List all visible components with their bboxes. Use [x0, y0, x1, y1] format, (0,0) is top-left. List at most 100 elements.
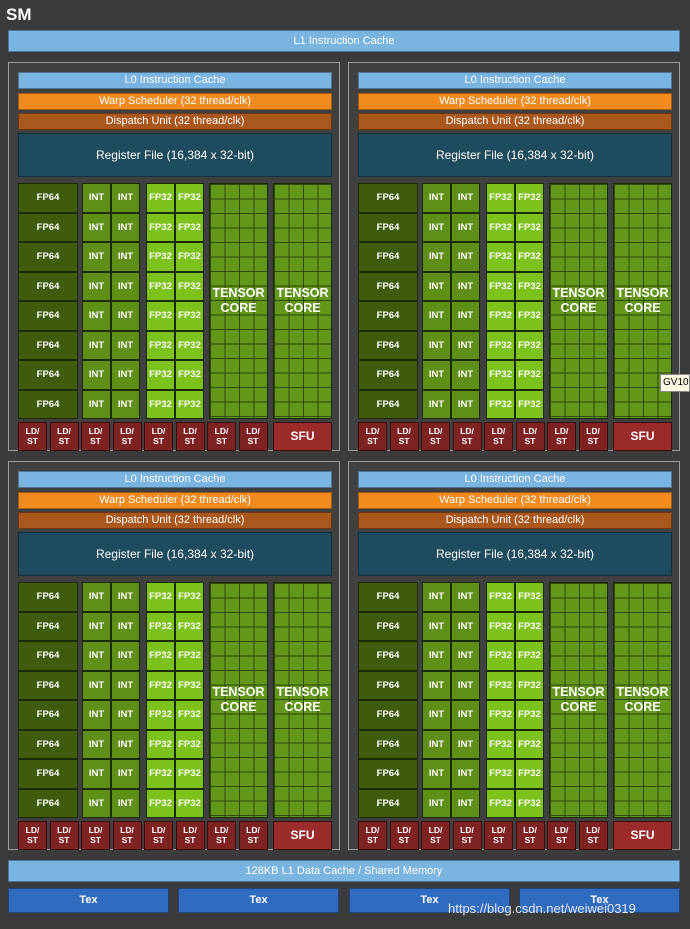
ld-st-label-line2: ST: [493, 436, 504, 446]
ld-st-unit: LD/ST: [515, 422, 545, 451]
int-core: INT: [422, 301, 451, 331]
ld-st-label-line1: LD/: [397, 825, 411, 835]
ld-st-label-line2: ST: [524, 436, 536, 446]
fp32-core: FP32: [146, 301, 175, 331]
fp32-core: FP32: [146, 271, 175, 301]
tensor-label-line1: TENSOR: [212, 286, 265, 300]
int-core: INT: [422, 183, 451, 213]
fp64-core: FP64: [18, 301, 78, 331]
ld-st-label-line2: ST: [153, 835, 164, 845]
dispatch-unit: Dispatch Unit (32 thread/clk): [358, 512, 672, 529]
fp64-core: FP64: [18, 670, 78, 700]
ld-st-label-line1: LD/: [523, 426, 537, 436]
fp32-core: FP32: [515, 582, 544, 612]
tensor-core-1: TENSOR CORE: [209, 582, 268, 818]
l1-data-cache: 128KB L1 Data Cache / Shared Memory: [8, 860, 680, 882]
ld-st-unit: LD/ST: [421, 422, 450, 451]
fp32-core: FP32: [486, 212, 515, 242]
int-core: INT: [451, 183, 480, 213]
ld-st-unit: LD/ST: [484, 422, 513, 451]
fp64-core: FP64: [358, 729, 418, 759]
fp32-core: FP32: [175, 759, 204, 789]
ld-st-label-line2: ST: [524, 835, 536, 845]
fp32-core: FP32: [146, 759, 175, 789]
dispatch-unit: Dispatch Unit (32 thread/clk): [18, 512, 332, 529]
fp32-core: FP32: [175, 301, 204, 331]
int-core: INT: [82, 759, 111, 789]
fp64-core: FP64: [358, 330, 418, 360]
int-core: INT: [422, 389, 451, 419]
fp64-core: FP64: [358, 271, 418, 301]
int-core: INT: [111, 360, 140, 390]
ld-st-label-line2: ST: [90, 835, 101, 845]
int-core: INT: [111, 729, 140, 759]
ld-st-label-line2: ST: [184, 436, 196, 446]
fp32-core: FP32: [175, 700, 204, 730]
ld-st-label-line2: ST: [493, 835, 504, 845]
ld-st-unit: LD/ST: [207, 422, 236, 451]
ld-st-label-line1: LD/: [365, 426, 380, 436]
int-core: INT: [111, 700, 140, 730]
tensor-core-label: TENSOR CORE: [276, 685, 328, 715]
ld-st-unit: LD/ST: [578, 821, 608, 850]
tensor-core-label: TENSOR CORE: [616, 286, 668, 316]
fp32-core: FP32: [175, 242, 204, 272]
int-core: INT: [422, 670, 451, 700]
ld-st-label-line2: ST: [587, 835, 599, 845]
int-core: INT: [111, 242, 140, 272]
fp32-core: FP32: [515, 212, 544, 242]
ld-st-label-line2: ST: [90, 436, 101, 446]
fp32-core: FP32: [175, 183, 204, 213]
fp64-core: FP64: [358, 389, 418, 419]
ld-st-unit: LD/ST: [207, 821, 236, 850]
ld-st-label-line1: LD/: [246, 825, 260, 835]
ld-st-unit: LD/ST: [389, 821, 419, 850]
fp64-core: FP64: [18, 582, 78, 612]
tensor-label-line2: CORE: [624, 301, 661, 315]
ld-st-unit: LD/ST: [81, 422, 110, 451]
tensor-label-line1: TENSOR: [212, 685, 265, 699]
fp32-core: FP32: [515, 389, 544, 419]
ld-st-label-line1: LD/: [88, 426, 103, 436]
fp32-core: FP32: [486, 611, 515, 641]
tensor-label-line1: TENSOR: [276, 685, 329, 699]
int-core: INT: [422, 242, 451, 272]
sfu-unit: SFU: [273, 422, 332, 451]
fp32-core: FP32: [146, 700, 175, 730]
fp64-core: FP64: [358, 788, 418, 818]
ld-st-label-line1: LD/: [214, 426, 229, 436]
tensor-label-line2: CORE: [284, 301, 321, 315]
fp32-core: FP32: [486, 389, 515, 419]
dispatch-unit: Dispatch Unit (32 thread/clk): [18, 113, 332, 130]
tensor-label-line1: TENSOR: [552, 286, 605, 300]
int-core: INT: [451, 360, 480, 390]
fp32-core: FP32: [486, 242, 515, 272]
fp32-core: FP32: [146, 330, 175, 360]
fp64-core: FP64: [18, 389, 78, 419]
ld-st-unit: LD/ST: [175, 821, 205, 850]
int-core: INT: [111, 582, 140, 612]
sm-partition-3: L0 Instruction Cache Warp Scheduler (32 t…: [8, 461, 340, 850]
ld-st-unit: LD/ST: [112, 821, 142, 850]
int-core: INT: [451, 729, 480, 759]
fp32-core: FP32: [146, 611, 175, 641]
ld-st-unit: LD/ST: [484, 821, 513, 850]
int-core: INT: [111, 389, 140, 419]
fp32-core: FP32: [146, 212, 175, 242]
ld-st-unit: LD/ST: [18, 422, 47, 451]
tensor-core-2: TENSOR CORE: [273, 582, 332, 818]
int-core: INT: [82, 242, 111, 272]
tensor-label-line2: CORE: [220, 301, 257, 315]
ld-st-label-line1: LD/: [397, 426, 411, 436]
ld-st-unit: LD/ST: [238, 422, 268, 451]
sfu-unit: SFU: [613, 821, 672, 850]
fp32-core: FP32: [486, 729, 515, 759]
int-core: INT: [422, 759, 451, 789]
sfu-unit: SFU: [273, 821, 332, 850]
int-core: INT: [111, 759, 140, 789]
int-core: INT: [422, 700, 451, 730]
tensor-label-line1: TENSOR: [276, 286, 329, 300]
fp64-core: FP64: [358, 670, 418, 700]
fp32-core: FP32: [515, 788, 544, 818]
tensor-core-1: TENSOR CORE: [549, 582, 608, 818]
